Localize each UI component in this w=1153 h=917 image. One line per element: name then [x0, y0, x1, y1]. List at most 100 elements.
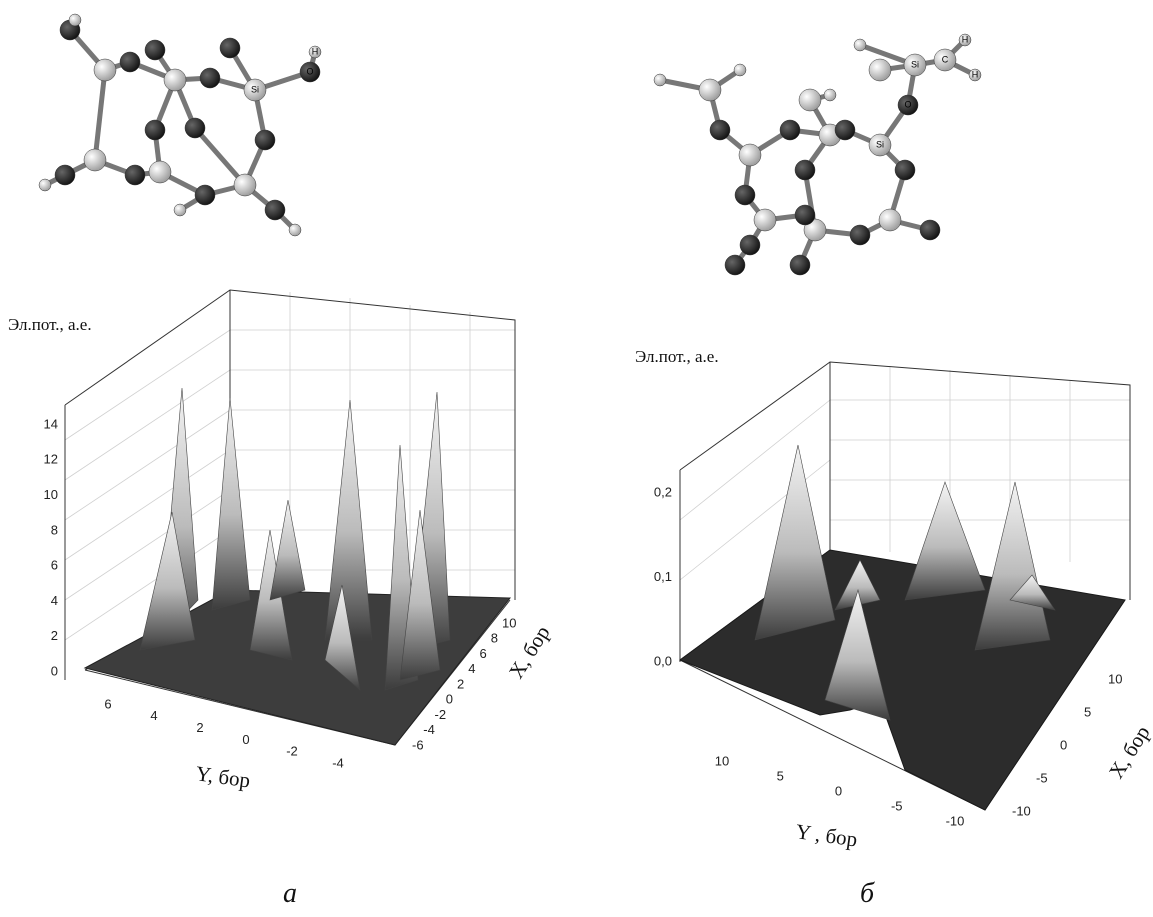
tick-label: 0	[446, 692, 453, 707]
tick-label: 12	[44, 452, 58, 467]
atom	[125, 165, 145, 185]
atom-label: H	[312, 46, 319, 56]
tick-label: -10	[1012, 803, 1031, 818]
atom	[790, 255, 810, 275]
tick-label: -10	[946, 813, 965, 828]
atom-label: Si	[876, 139, 884, 149]
atom	[795, 205, 815, 225]
atom	[879, 209, 901, 231]
atom	[234, 174, 256, 196]
atom-label: C	[942, 54, 949, 64]
atom	[120, 52, 140, 72]
atom	[850, 225, 870, 245]
atom	[185, 118, 205, 138]
tick-label: 10	[502, 615, 516, 630]
atom	[195, 185, 215, 205]
figure: SiOHSiCHHOSi Эл.пот., а.е. Y, бор X, бор…	[0, 0, 1153, 917]
atom	[710, 120, 730, 140]
atom	[164, 69, 186, 91]
atom	[265, 200, 285, 220]
atom	[895, 160, 915, 180]
atom-label: Si	[911, 59, 919, 69]
tick-label: 4	[150, 708, 157, 723]
tick-label: 8	[51, 522, 58, 537]
atom	[739, 144, 761, 166]
bond	[195, 128, 245, 185]
tick-label: 10	[44, 487, 58, 502]
atom	[734, 64, 746, 76]
atom	[920, 220, 940, 240]
tick-label: 2	[457, 676, 464, 691]
atom	[824, 89, 836, 101]
tick-label: 4	[51, 593, 58, 608]
tick-label: 5	[777, 768, 784, 783]
plot-a-frame	[65, 290, 515, 745]
tick-label: -4	[332, 755, 344, 770]
tick-label: -4	[423, 722, 435, 737]
tick-label: 0	[242, 732, 249, 747]
atom	[854, 39, 866, 51]
y-axis-label: Y, бор	[194, 761, 251, 792]
tick-label: -2	[286, 744, 298, 759]
tick-label: -6	[412, 737, 424, 752]
atom	[289, 224, 301, 236]
tick-label: 10	[715, 753, 729, 768]
atom	[799, 89, 821, 111]
tick-label: 0,0	[654, 653, 672, 668]
atom	[145, 120, 165, 140]
tick-label: 8	[491, 631, 498, 646]
atom	[94, 59, 116, 81]
atom-label: Si	[251, 84, 259, 94]
x-axis-label: X, бор	[504, 621, 555, 682]
atom	[145, 40, 165, 60]
atom	[740, 235, 760, 255]
atom	[174, 204, 186, 216]
atom-label: O	[904, 99, 911, 109]
tick-label: 4	[468, 661, 475, 676]
atom-label: O	[306, 66, 313, 76]
tick-label: 2	[51, 628, 58, 643]
atom	[795, 160, 815, 180]
atom	[699, 79, 721, 101]
tick-label: 0	[51, 663, 58, 678]
atom	[149, 161, 171, 183]
atom	[39, 179, 51, 191]
tick-label: 0,2	[654, 484, 672, 499]
x-axis-label: X, бор	[1104, 721, 1153, 782]
panel-label: б	[860, 878, 875, 909]
atom	[200, 68, 220, 88]
atom	[55, 165, 75, 185]
tick-label: 6	[51, 558, 58, 573]
atom	[220, 38, 240, 58]
tick-label: -5	[1036, 770, 1048, 785]
atom	[869, 59, 891, 81]
atom	[84, 149, 106, 171]
atom	[735, 185, 755, 205]
atom	[835, 120, 855, 140]
atom-label: H	[972, 69, 979, 79]
atom	[654, 74, 666, 86]
bond	[95, 70, 105, 160]
atom	[780, 120, 800, 140]
tick-label: 14	[44, 416, 58, 431]
atom	[255, 130, 275, 150]
tick-label: 0	[835, 783, 842, 798]
tick-label: 6	[480, 646, 487, 661]
z-axis-label: Эл.пот., а.е.	[635, 347, 719, 366]
y-axis-label: Y , бор	[794, 819, 859, 851]
z-axis-label: Эл.пот., а.е.	[8, 315, 92, 334]
tick-label: 5	[1084, 704, 1091, 719]
tick-label: 0,1	[654, 569, 672, 584]
tick-label: 0	[1060, 737, 1067, 752]
atom-label: H	[962, 34, 969, 44]
tick-label: 10	[1108, 671, 1122, 686]
atom	[69, 14, 81, 26]
atom	[754, 209, 776, 231]
tick-label: -2	[435, 707, 447, 722]
tick-label: -5	[891, 798, 903, 813]
atom	[725, 255, 745, 275]
tick-label: 2	[196, 720, 203, 735]
tick-label: 6	[104, 696, 111, 711]
panel-label: а	[283, 878, 297, 909]
